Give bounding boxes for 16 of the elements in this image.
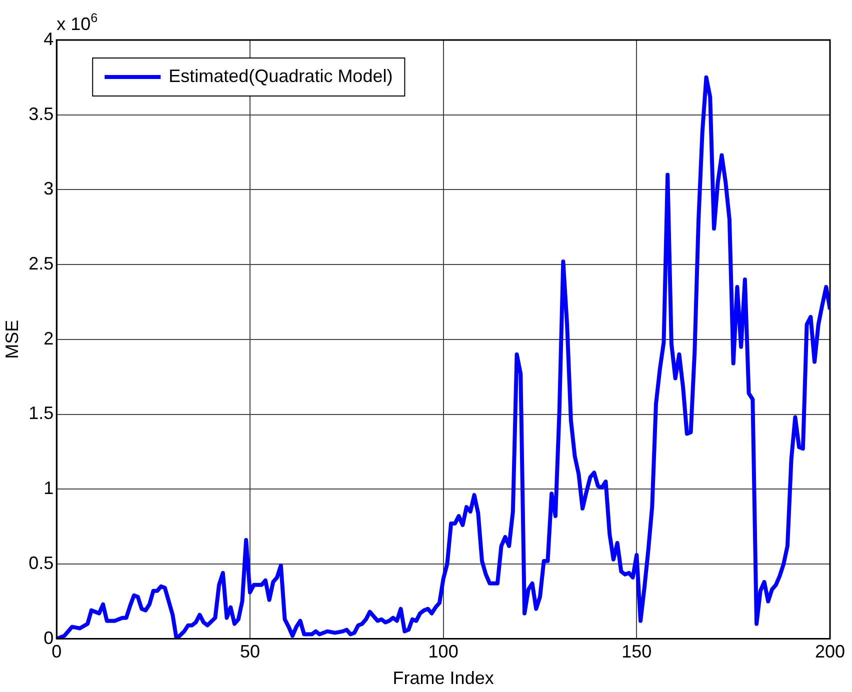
y-tick-label: 4 bbox=[44, 28, 54, 49]
y-tick-label: 3 bbox=[44, 178, 54, 199]
y-tick-label: 2.5 bbox=[28, 254, 54, 274]
x-axis-title: Frame Index bbox=[392, 668, 494, 688]
y-tick-label: 2 bbox=[44, 328, 54, 348]
x-tick-label: 50 bbox=[240, 642, 260, 662]
x-tick-label: 200 bbox=[814, 642, 846, 662]
x-tick-label: 150 bbox=[622, 642, 652, 662]
y-tick-label: 0 bbox=[44, 628, 54, 648]
y-axis-title: MSE bbox=[2, 320, 22, 359]
legend-label: Estimated(Quadratic Model) bbox=[168, 66, 393, 86]
y-tick-label: 3.5 bbox=[28, 104, 54, 124]
y-tick-label: 1.5 bbox=[28, 403, 54, 424]
y-tick-label: 1 bbox=[44, 478, 54, 498]
x-tick-label: 100 bbox=[428, 642, 458, 662]
y-tick-label: 0.5 bbox=[28, 552, 54, 573]
